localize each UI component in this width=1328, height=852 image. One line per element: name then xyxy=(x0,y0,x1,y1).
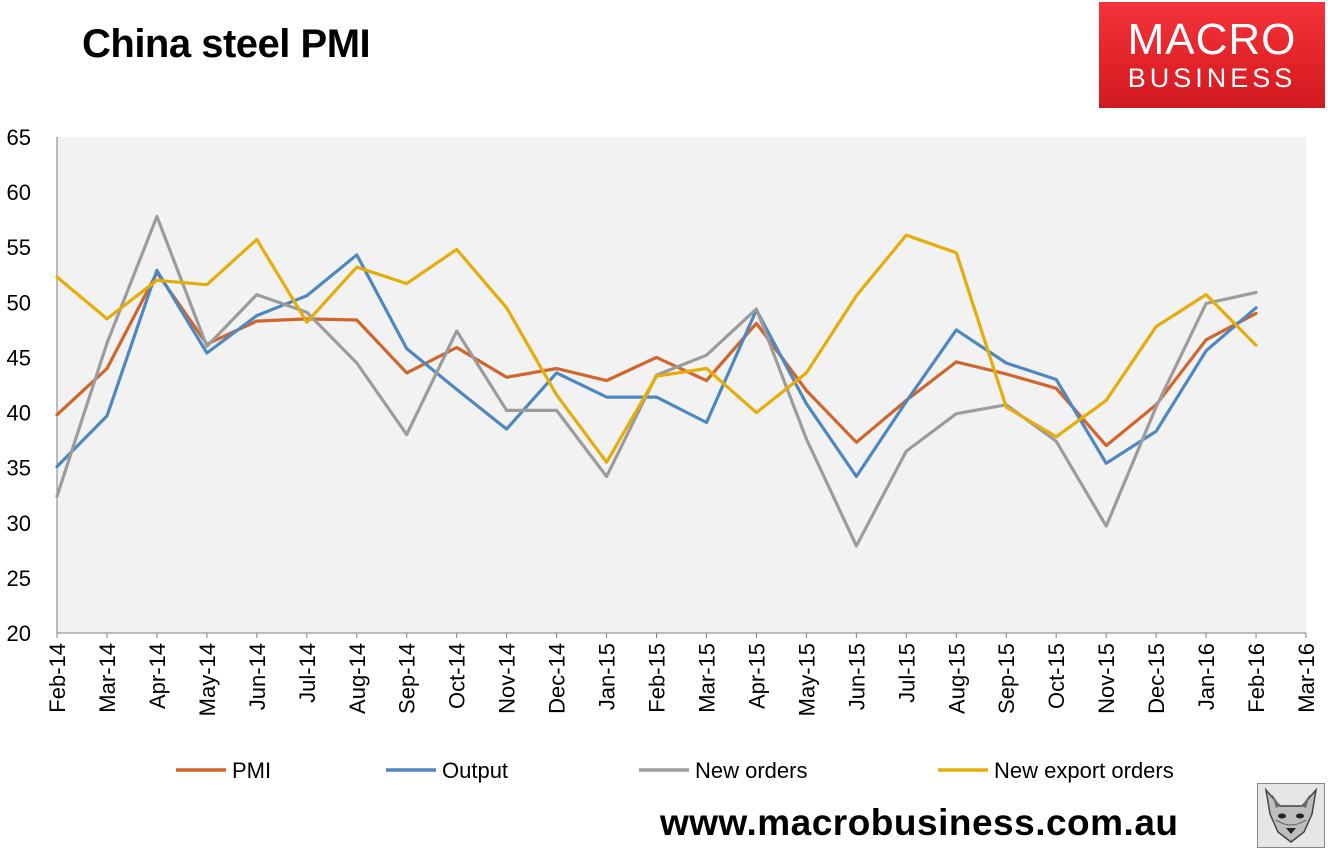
x-tick-label: Aug-15 xyxy=(944,643,969,714)
x-tick-label: Jan-15 xyxy=(595,643,620,710)
x-tick-label: Jan-16 xyxy=(1194,643,1219,710)
plot-area xyxy=(57,137,1306,633)
legend-label-new-orders: New orders xyxy=(695,758,807,783)
x-tick-label: Mar-15 xyxy=(694,643,719,713)
x-tick-label: Dec-14 xyxy=(545,643,570,714)
y-tick-label: 45 xyxy=(7,345,31,370)
legend: PMI Output New orders New export orders xyxy=(176,758,1174,783)
series-line-new-export-orders xyxy=(55,233,1258,464)
y-tick-label: 40 xyxy=(7,401,31,426)
y-axis-tick-labels: 20 25 30 35 40 45 50 55 60 65 xyxy=(7,125,31,646)
footer-url[interactable]: www.macrobusiness.com.au xyxy=(660,802,1179,843)
x-tick-label: Feb-14 xyxy=(45,643,70,713)
x-tick-label: Dec-15 xyxy=(1144,643,1169,714)
y-tick-label: 50 xyxy=(7,290,31,315)
x-tick-label: Sep-14 xyxy=(395,643,420,714)
x-tick-label: May-14 xyxy=(195,643,220,716)
fox-mascot-image xyxy=(1257,783,1325,848)
legend-label-pmi: PMI xyxy=(232,758,271,783)
x-tick-label: Oct-15 xyxy=(1044,643,1069,709)
x-tick-label: Mar-16 xyxy=(1294,643,1319,713)
series-lines xyxy=(55,214,1258,548)
logo-line-business: BUSINESS xyxy=(1127,63,1297,93)
y-tick-label: 30 xyxy=(7,511,31,536)
macrobusiness-logo: MACRO BUSINESS xyxy=(1099,2,1325,108)
x-axis-tick-labels: Feb-14 Mar-14 Apr-14 May-14 Jun-14 Jul-14 Aug-… xyxy=(45,643,1319,716)
x-tick-label: Sep-15 xyxy=(994,643,1019,714)
x-tick-label: Feb-16 xyxy=(1244,643,1269,713)
x-tick-label: Jul-15 xyxy=(894,643,919,703)
y-tick-label: 65 xyxy=(7,125,31,150)
axes xyxy=(56,137,1307,638)
x-tick-label: May-15 xyxy=(794,643,819,716)
y-tick-label: 35 xyxy=(7,456,31,481)
x-tick-label: Nov-14 xyxy=(495,643,520,714)
legend-label-output: Output xyxy=(442,758,508,783)
x-tick-label: Nov-15 xyxy=(1094,643,1119,714)
series-line-pmi xyxy=(55,271,1258,448)
legend-label-new-export-orders: New export orders xyxy=(994,758,1174,783)
x-tick-label: Aug-14 xyxy=(345,643,370,714)
y-tick-label: 25 xyxy=(7,566,31,591)
x-tick-label: Oct-14 xyxy=(445,643,470,709)
x-tick-label: Jun-15 xyxy=(844,643,869,710)
series-line-output xyxy=(55,253,1258,479)
x-tick-label: Jul-14 xyxy=(295,643,320,703)
chart-title: China steel PMI xyxy=(82,22,371,66)
x-tick-label: Mar-14 xyxy=(95,643,120,713)
logo-line-macro: MACRO xyxy=(1127,15,1297,64)
y-tick-label: 20 xyxy=(7,621,31,646)
x-tick-label: Jun-14 xyxy=(245,643,270,710)
y-tick-label: 55 xyxy=(7,235,31,260)
x-tick-label: Feb-15 xyxy=(645,643,670,713)
y-tick-label: 60 xyxy=(7,180,31,205)
x-tick-label: Apr-14 xyxy=(145,643,170,709)
x-tick-label: Apr-15 xyxy=(744,643,769,709)
